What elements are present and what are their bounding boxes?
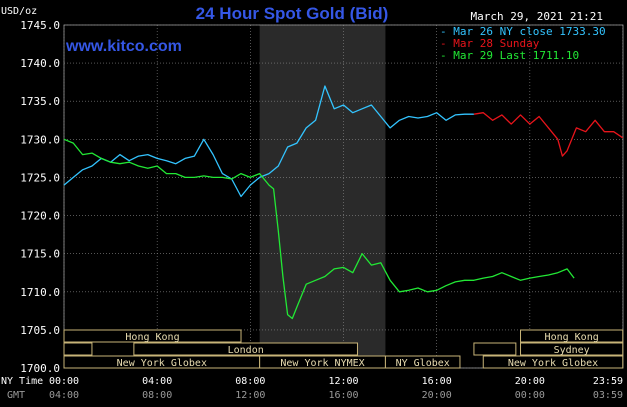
grid	[63, 24, 624, 369]
session-bar	[63, 342, 93, 356]
session-label: London	[228, 345, 264, 356]
x-tick-labels: NY Time 00:00 04:00 08:00 12:00 16:00 20:00 23:…	[1, 376, 623, 401]
y-tick-labels: 1700.0 1705.0 1710.0 1715.0 1720.0 1725.0 1730…	[20, 19, 60, 375]
x-tick-label: 23:59	[593, 376, 623, 387]
session-label: Hong Kong	[545, 332, 599, 343]
session-label: Hong Kong	[125, 332, 179, 343]
session-label: New York Globex	[508, 358, 598, 369]
y-tick-label: 1715.0	[20, 248, 60, 261]
y-tick-label: 1730.0	[20, 133, 60, 146]
series-line	[473, 112, 624, 157]
session-bar	[482, 355, 624, 369]
y-tick-label: 1745.0	[20, 19, 60, 32]
session-label: New York Globex	[117, 358, 207, 369]
series-line	[63, 138, 575, 320]
session-bars: Hong Kong Hong Kong London Sydney New York G…	[63, 329, 624, 369]
x-axis-row-label: GMT	[7, 390, 25, 401]
x-tick-label: 20:00	[515, 376, 545, 387]
session-bar	[63, 329, 242, 343]
session-label: New York NYMEX	[280, 358, 364, 369]
x-tick-label: 20:00	[422, 390, 452, 401]
legend-entry: - Mar 26 NY close 1733.30	[440, 25, 606, 38]
y-tick-label: 1705.0	[20, 324, 60, 337]
session-bar	[473, 342, 517, 356]
ny-session-shading	[259, 25, 386, 368]
x-tick-label: 03:59	[593, 390, 623, 401]
series-lines	[63, 85, 624, 320]
chart-title: 24 Hour Spot Gold (Bid)	[196, 4, 389, 23]
session-bar	[520, 342, 624, 356]
y-unit-label: USD/oz	[1, 6, 37, 17]
x-tick-label: 12:00	[235, 390, 265, 401]
y-tick-label: 1700.0	[20, 362, 60, 375]
x-tick-label: 04:00	[49, 390, 79, 401]
y-tick-label: 1720.0	[20, 210, 60, 223]
legend-entry: - Mar 29 Last 1711.10	[440, 49, 579, 62]
session-label: NY Globex	[396, 358, 450, 369]
x-tick-label: 00:00	[515, 390, 545, 401]
y-tick-label: 1710.0	[20, 286, 60, 299]
y-tick-label: 1725.0	[20, 171, 60, 184]
x-tick-label: 16:00	[328, 390, 358, 401]
session-label: Sydney	[554, 345, 590, 356]
x-axis-row-label: NY Time	[1, 376, 43, 387]
session-bar	[520, 329, 624, 343]
x-tick-label: 04:00	[142, 376, 172, 387]
chart-timestamp: March 29, 2021 21:21	[471, 10, 603, 23]
x-tick-label: 00:00	[49, 376, 79, 387]
legend-entry: - Mar 28 Sunday	[440, 37, 540, 50]
x-tick-label: 08:00	[142, 390, 172, 401]
y-tick-label: 1735.0	[20, 95, 60, 108]
legend: - Mar 26 NY close 1733.30- Mar 28 Sunday…	[440, 25, 606, 62]
y-tick-label: 1740.0	[20, 57, 60, 70]
website-label[interactable]: www.kitco.com	[65, 38, 182, 55]
series-line	[63, 85, 474, 198]
x-tick-label: 16:00	[422, 376, 452, 387]
x-tick-label: 12:00	[328, 376, 358, 387]
x-tick-label: 08:00	[235, 376, 265, 387]
session-bar	[133, 342, 358, 356]
session-bar	[384, 355, 461, 369]
